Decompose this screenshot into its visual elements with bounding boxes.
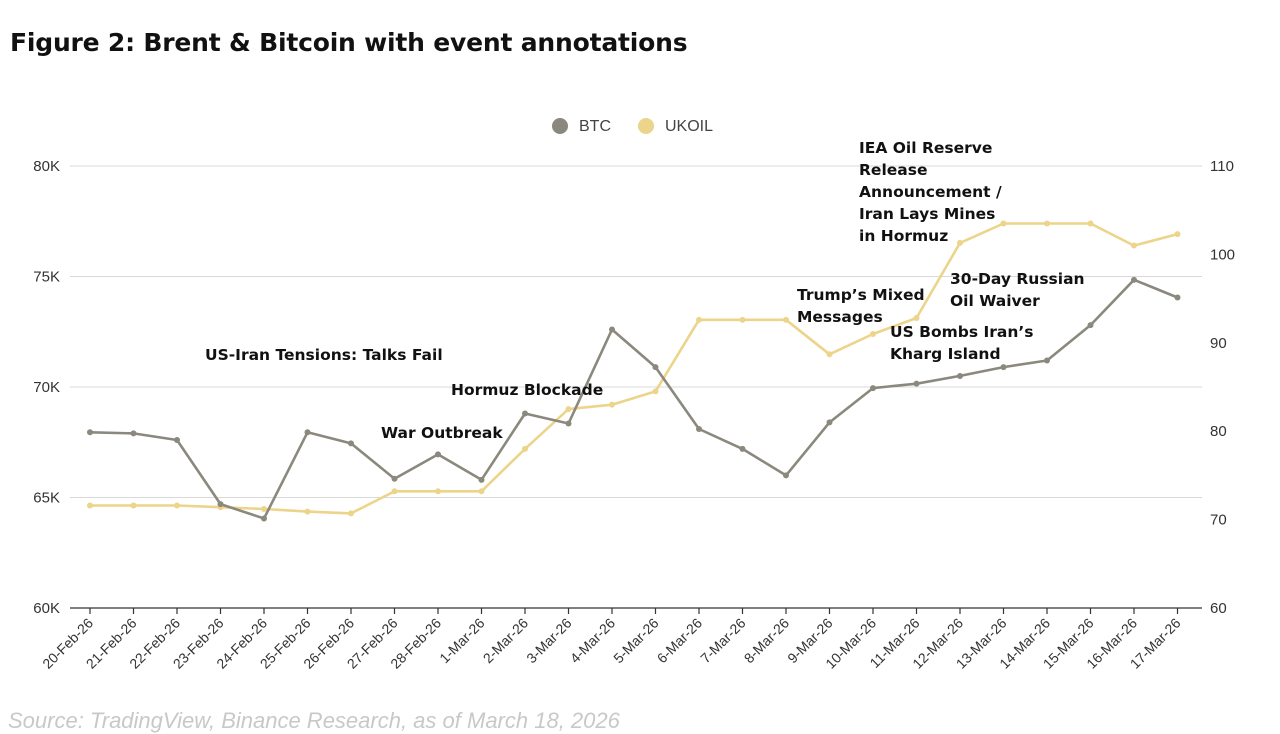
- btc-point: [261, 515, 267, 522]
- btc-point: [609, 326, 615, 333]
- ukoil-point: [435, 488, 441, 495]
- event-annotation: Release: [859, 161, 927, 179]
- event-annotation: US Bombs Iran’s: [890, 323, 1034, 341]
- y-left-tick-label: 65K: [33, 490, 60, 507]
- btc-point: [348, 440, 354, 447]
- btc-point: [478, 476, 485, 483]
- event-annotation: US-Iran Tensions: Talks Fail: [205, 346, 443, 364]
- btc-point: [696, 425, 702, 432]
- x-tick-label: 4-Mar-26: [567, 615, 619, 667]
- y-right-tick-label: 80: [1210, 423, 1227, 440]
- btc-point: [1087, 322, 1094, 329]
- btc-point: [304, 429, 311, 436]
- btc-point: [435, 451, 441, 458]
- ukoil-point: [522, 445, 528, 452]
- event-annotation: in Hormuz: [859, 227, 948, 245]
- y-left-tick-label: 70K: [33, 379, 60, 396]
- y-right-tick-label: 100: [1210, 246, 1235, 263]
- ukoil-point: [130, 502, 137, 509]
- legend-label-btc: BTC: [579, 118, 611, 135]
- ukoil-point: [261, 505, 267, 512]
- source-note: Source: TradingView, Binance Research, a…: [8, 708, 620, 733]
- btc-point: [1000, 364, 1007, 371]
- ukoil-point: [783, 316, 789, 323]
- ukoil-point: [174, 502, 180, 509]
- x-tick-label: 3-Mar-26: [523, 615, 575, 667]
- btc-point: [1131, 276, 1137, 283]
- y-left-tick-label: 75K: [33, 269, 60, 286]
- ukoil-point: [870, 330, 876, 337]
- ukoil-point: [957, 239, 963, 246]
- y-right-tick-label: 110: [1210, 158, 1234, 175]
- x-tick-label: 6-Mar-26: [654, 615, 706, 667]
- chart-title: Figure 2: Brent & Bitcoin with event ann…: [10, 28, 688, 57]
- ukoil-point: [1044, 220, 1050, 227]
- ukoil-point: [565, 406, 572, 413]
- gridlines: [70, 165, 1202, 498]
- btc-line: [89, 278, 1178, 520]
- btc-point: [391, 475, 398, 482]
- event-annotation: 30-Day Russian: [950, 270, 1085, 288]
- btc-point: [522, 410, 528, 417]
- y-right-tick-label: 90: [1210, 335, 1227, 352]
- ukoil-point: [609, 401, 615, 408]
- btc-point: [130, 430, 137, 437]
- ukoil-point: [826, 351, 833, 358]
- legend: BTC UKOIL: [552, 118, 713, 135]
- ukoil-point: [478, 488, 485, 495]
- x-tick-label: 1-Mar-26: [436, 615, 488, 667]
- btc-point: [826, 419, 833, 426]
- ukoil-line: [90, 222, 1178, 515]
- x-tick-label: 8-Mar-26: [741, 615, 793, 667]
- y-right-tick-label: 70: [1210, 512, 1227, 529]
- x-tick-label: 7-Mar-26: [697, 615, 749, 667]
- axes: 60K65K70K75K80K6070809010011020-Feb-2621…: [33, 158, 1235, 672]
- annotations: US-Iran Tensions: Talks Fail War Outbreak…: [205, 139, 1085, 442]
- btc-point: [174, 437, 180, 444]
- y-left-tick-label: 60K: [33, 600, 60, 617]
- ukoil-point: [304, 508, 311, 515]
- event-annotation: War Outbreak: [381, 424, 503, 442]
- ukoil-point: [1131, 242, 1137, 249]
- legend-marker-btc: [552, 118, 568, 134]
- legend-marker-ukoil: [638, 118, 654, 134]
- x-tick-label: 5-Mar-26: [610, 615, 662, 667]
- ukoil-point: [652, 388, 659, 395]
- btc-point: [957, 372, 963, 379]
- btc-point: [652, 364, 659, 371]
- series: [87, 220, 1181, 522]
- btc-point: [565, 420, 572, 427]
- event-annotation: Oil Waiver: [950, 292, 1040, 310]
- legend-label-ukoil: UKOIL: [665, 118, 713, 135]
- ukoil-point: [739, 316, 746, 323]
- event-annotation: IEA Oil Reserve: [859, 139, 992, 157]
- event-annotation: Trump’s Mixed: [797, 286, 925, 304]
- ukoil-point: [1087, 220, 1094, 227]
- ukoil-point: [87, 502, 93, 509]
- y-right-tick-label: 60: [1210, 600, 1227, 617]
- btc-point: [739, 445, 746, 452]
- ukoil-point: [696, 316, 702, 323]
- btc-point: [1044, 357, 1050, 364]
- btc-point: [913, 380, 920, 387]
- ukoil-point: [913, 315, 920, 322]
- event-annotation: Hormuz Blockade: [451, 381, 603, 399]
- event-annotation: Iran Lays Mines: [859, 205, 995, 223]
- btc-point: [1174, 294, 1181, 301]
- event-annotation: Kharg Island: [890, 345, 1001, 363]
- event-annotation: Announcement /: [859, 183, 1002, 201]
- btc-point: [783, 472, 789, 479]
- btc-point: [87, 429, 93, 436]
- ukoil-point: [348, 510, 354, 517]
- y-left-tick-label: 80K: [33, 158, 60, 175]
- ukoil-point: [1000, 220, 1007, 227]
- ukoil-point: [391, 488, 398, 495]
- ukoil-point: [1174, 231, 1181, 238]
- btc-point: [870, 385, 876, 392]
- event-annotation: Messages: [797, 308, 883, 326]
- x-tick-label: 2-Mar-26: [480, 615, 532, 667]
- btc-point: [217, 501, 224, 508]
